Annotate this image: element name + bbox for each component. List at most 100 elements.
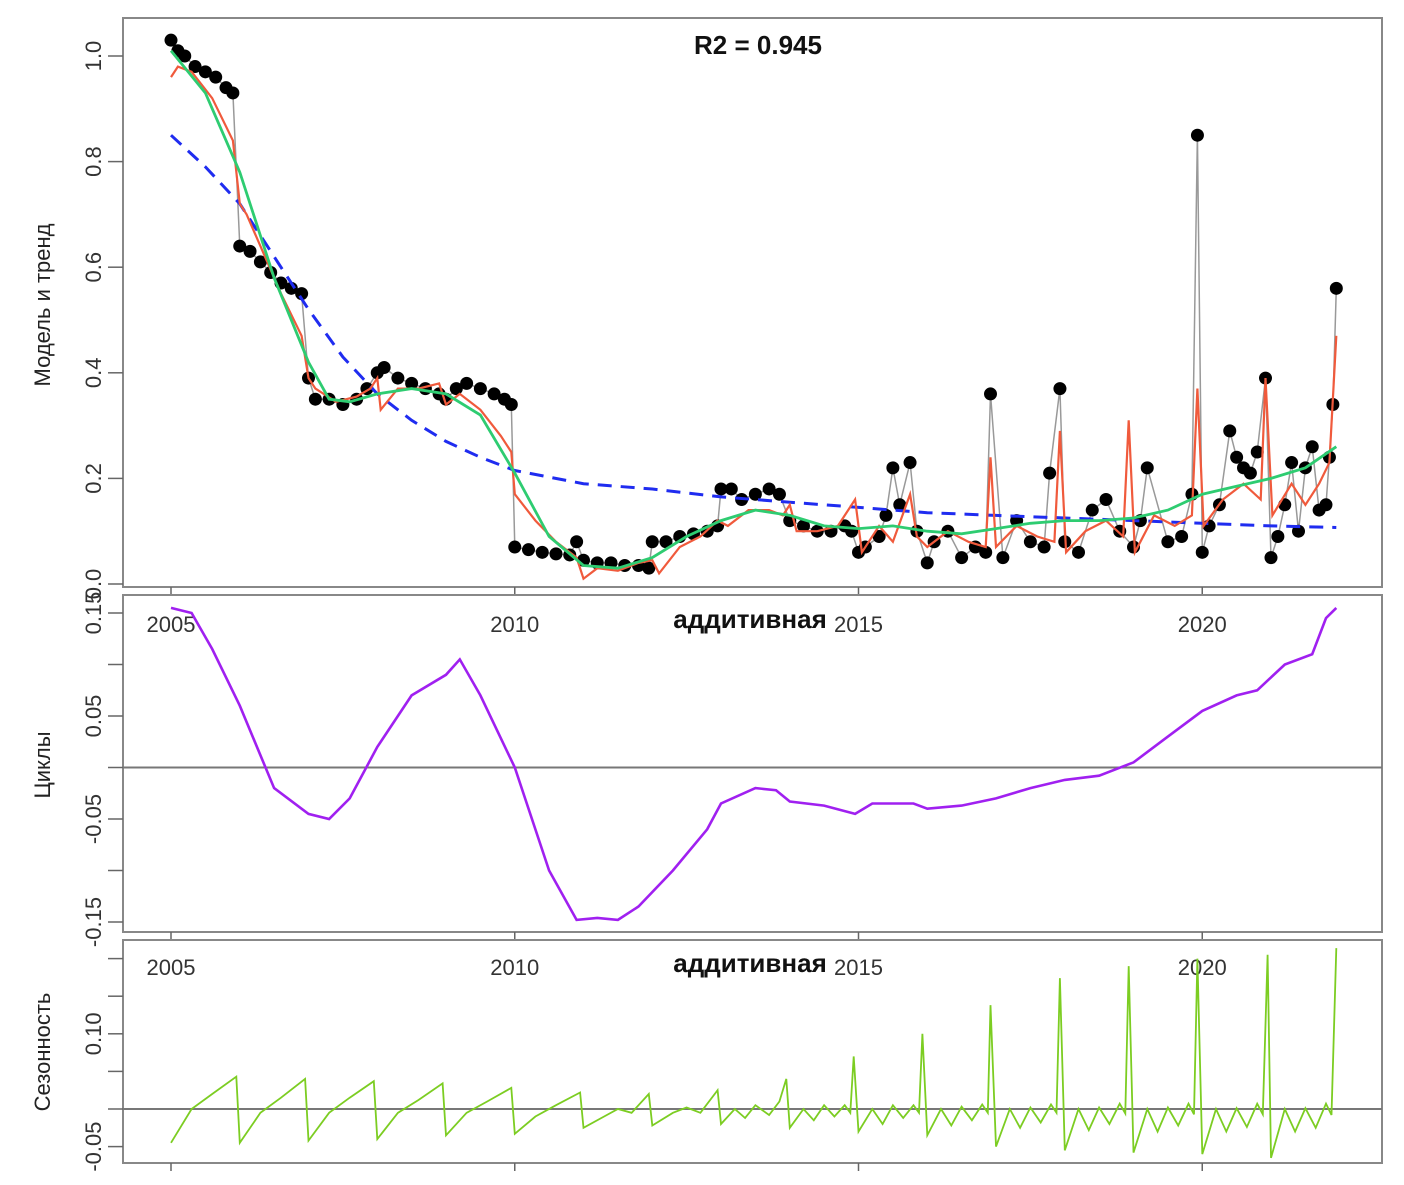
- observed-point: [295, 287, 309, 301]
- observed-point: [1243, 466, 1257, 480]
- observed-point: [748, 487, 762, 501]
- x-tick-label: 2015: [834, 612, 883, 637]
- observed-point: [1072, 545, 1085, 559]
- observed-point: [1190, 128, 1204, 142]
- observed-point: [178, 49, 192, 63]
- observed-point: [724, 482, 738, 496]
- observed-point: [1230, 450, 1244, 464]
- observed-point: [504, 397, 518, 411]
- observed-point: [487, 387, 501, 401]
- observed-point: [886, 461, 900, 475]
- x-tick-label: 2005: [147, 612, 196, 637]
- y-tick-label: 0.0: [81, 569, 106, 600]
- plot-frame: [122, 17, 1383, 588]
- smooth-model-line: [169, 49, 1338, 570]
- plot-frame: [122, 939, 1383, 1164]
- observed-point: [1140, 461, 1154, 475]
- y-tick-label: -0.05: [81, 1122, 106, 1172]
- observed-point: [1099, 493, 1113, 507]
- observed-point: [284, 281, 298, 295]
- cycles-line: [170, 606, 1338, 922]
- panel-title: аддитивная: [673, 604, 827, 634]
- observed-point: [1195, 545, 1209, 559]
- observed-point: [1271, 529, 1285, 543]
- observed-point: [1085, 503, 1099, 517]
- x-tick-label: 2010: [490, 955, 539, 980]
- observed-point: [1329, 281, 1343, 295]
- trend-line: [169, 134, 1337, 529]
- observed-point: [645, 535, 659, 549]
- observed-point: [1161, 535, 1175, 549]
- panel-model-trend: R2 = 0.945 Модель и тренд 0.0 0.2 0.4 0.6 0.…: [30, 17, 1383, 637]
- observed-point: [659, 535, 673, 549]
- observed-point: [903, 456, 917, 470]
- observed-point: [209, 70, 223, 84]
- observed-point: [1053, 382, 1067, 396]
- observed-point: [1023, 535, 1037, 549]
- x-tick-label: 2005: [147, 955, 196, 980]
- x-tick-label: 2010: [490, 612, 539, 637]
- x-tick-label: 2020: [1178, 612, 1227, 637]
- observed-point: [996, 551, 1010, 565]
- seasonality-line: [170, 948, 1338, 1159]
- plot-frame: [122, 594, 1383, 933]
- y-tick-label: 0.05: [81, 695, 106, 738]
- panel-title: аддитивная: [673, 948, 827, 978]
- observed-point: [984, 387, 997, 401]
- observed-point: [797, 519, 810, 533]
- observed-point: [979, 545, 993, 559]
- observed-point: [308, 392, 322, 406]
- observed-point: [714, 482, 728, 496]
- y-tick-label: -0.05: [81, 794, 106, 844]
- observed-point: [772, 487, 786, 501]
- y-tick-label: 0.6: [81, 252, 106, 283]
- observed-point: [1305, 440, 1319, 454]
- observed-point: [872, 529, 886, 543]
- observed-point: [188, 60, 202, 74]
- observed-point: [522, 543, 535, 557]
- observed-point: [879, 508, 893, 522]
- observed-point: [377, 361, 391, 375]
- y-tick-label: 0.4: [81, 358, 106, 389]
- observed-point: [1278, 498, 1292, 512]
- y-tick-label: 0.15: [81, 592, 106, 635]
- observed-point: [253, 255, 267, 269]
- observed-point: [473, 382, 487, 396]
- observed-point: [243, 244, 257, 258]
- observed-point: [920, 556, 934, 570]
- y-tick-label: 0.8: [81, 146, 106, 177]
- observed-point: [1175, 529, 1189, 543]
- observed-point: [198, 65, 212, 79]
- observed-point: [391, 371, 405, 385]
- x-tick-label: 2020: [1178, 955, 1227, 980]
- observed-point: [405, 376, 419, 390]
- observed-point: [164, 33, 178, 47]
- panel-cycles: аддитивная Циклы -0.15 -0.05 0.05 0.15 2005 2…: [30, 592, 1383, 980]
- observed-point: [893, 498, 907, 512]
- observed-point: [955, 551, 969, 565]
- observed-point: [1250, 445, 1264, 459]
- observed-point: [233, 239, 247, 253]
- chart-title: R2 = 0.945: [694, 30, 822, 60]
- observed-point: [762, 482, 776, 496]
- observed-point: [1223, 424, 1237, 438]
- y-tick-label: -0.15: [81, 897, 106, 947]
- observed-point: [449, 382, 463, 396]
- observed-point: [226, 86, 240, 100]
- observed-point: [1043, 466, 1057, 480]
- observed-point: [535, 545, 549, 559]
- observed-point: [1264, 551, 1278, 565]
- observed-point: [460, 376, 474, 390]
- x-tick-label: 2015: [834, 955, 883, 980]
- observed-point: [1037, 540, 1051, 554]
- observed-point: [642, 561, 656, 575]
- y-axis-label: Сезонность: [30, 993, 55, 1112]
- panel-seasonality: аддитивная Сезонность -0.05 0.10: [30, 939, 1383, 1172]
- y-axis-label: Модель и тренд: [30, 223, 55, 386]
- y-axis-label: Циклы: [30, 731, 55, 798]
- observed-point: [549, 547, 563, 561]
- observed-point: [1285, 456, 1299, 470]
- observed-point: [508, 540, 522, 554]
- observed-point: [1319, 498, 1333, 512]
